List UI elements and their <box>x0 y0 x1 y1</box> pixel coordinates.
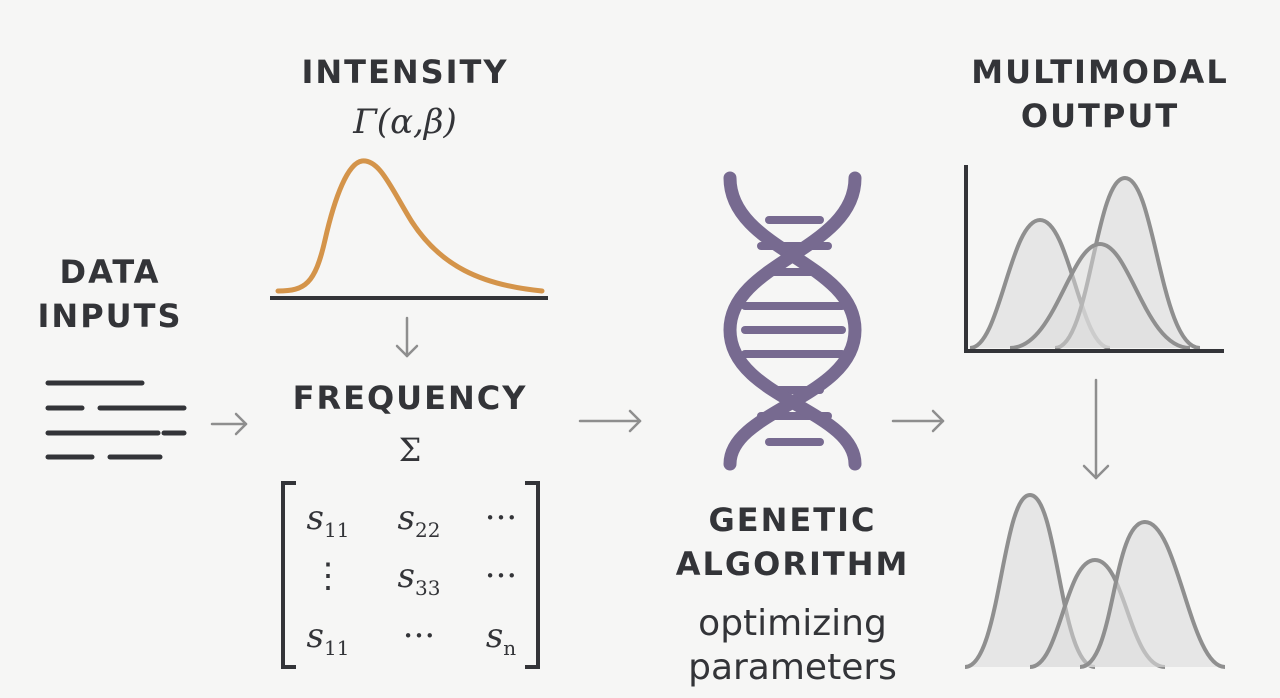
matrix-cell-r1c3: ··· <box>484 498 518 538</box>
arrow-frequency-to-genetic <box>578 409 642 433</box>
arrow-genetic-to-output <box>891 409 945 433</box>
arrow-inputs-to-frequency <box>210 412 248 436</box>
output-title-line1: MULTIMODAL <box>971 53 1229 91</box>
intensity-title: INTENSITY <box>301 53 509 91</box>
gamma-distribution-plot <box>270 158 548 300</box>
data-inputs-title: DATA INPUTS <box>20 250 200 338</box>
multimodal-output-title: MULTIMODAL OUTPUT <box>950 50 1250 138</box>
data-lines-icon <box>45 380 187 460</box>
genetic-algorithm-title: GENETIC ALGORITHM <box>650 498 935 586</box>
optimized-curve-right <box>1079 519 1226 669</box>
optimized-distributions <box>964 492 1226 669</box>
matrix-right-bracket <box>525 481 540 669</box>
output-curve-middle <box>1009 241 1191 350</box>
matrix-cell-r3c1: s11 <box>306 616 350 660</box>
arrow-intensity-to-frequency <box>395 316 419 358</box>
genetic-caption: optimizing parameters <box>650 602 935 690</box>
output-chart-axes <box>964 165 1224 353</box>
genetic-caption-line1: optimizing <box>698 603 887 644</box>
genetic-caption-line2: parameters <box>688 647 897 688</box>
dna-helix-icon <box>723 171 862 471</box>
output-title-line2: OUTPUT <box>1020 97 1180 135</box>
matrix-cell-r2c3: ··· <box>484 556 518 596</box>
multimodal-output-chart <box>964 165 1224 353</box>
matrix-cell-r1c1: s11 <box>306 498 350 542</box>
frequency-title: FREQUENCY <box>292 379 528 417</box>
sigma-symbol: Σ <box>398 431 422 469</box>
matrix-cell-r2c2: s33 <box>397 556 441 600</box>
gamma-formula: Γ(α,β) <box>353 102 457 142</box>
gamma-curve <box>275 158 545 294</box>
matrix-cell-r2c1: ⋮ <box>311 556 345 596</box>
matrix-left-bracket <box>281 481 296 669</box>
genetic-title-line2: ALGORITHM <box>675 545 910 583</box>
arrow-output-down <box>1082 378 1110 480</box>
matrix-brackets <box>281 481 540 669</box>
matrix-cell-r3c3: sn <box>485 616 517 660</box>
matrix-cell-r1c2: s22 <box>397 498 441 542</box>
data-inputs-title-line1: DATA <box>59 253 161 291</box>
matrix-cell-r3c2: ··· <box>402 616 436 656</box>
data-inputs-title-line2: INPUTS <box>37 297 183 335</box>
genetic-title-line1: GENETIC <box>708 501 877 539</box>
